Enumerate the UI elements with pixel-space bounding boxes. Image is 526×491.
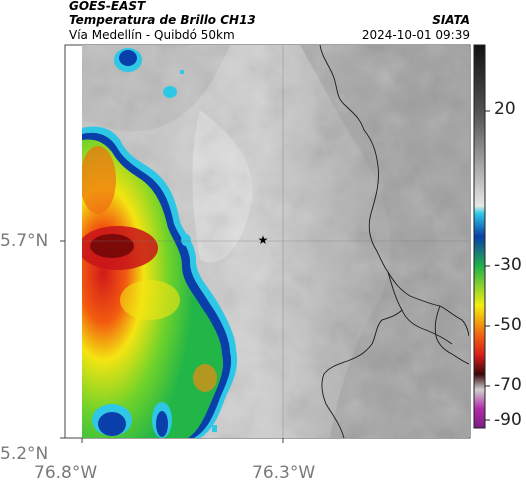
colorbar-tick-minus70: -70 [494,375,522,395]
product-title: Temperatura de Brillo CH13 [69,13,256,27]
colorbar [473,44,486,429]
colorbar-tick-minus30: -30 [494,255,522,275]
admin-boundary [319,45,469,337]
organization-label: SIATA [432,13,470,27]
timestamp-label: 2024-10-01 09:39 [361,28,470,42]
lat-label-5-7: 5.7°N [0,231,49,251]
lat-label-5-2: 5.2°N [0,444,49,464]
colorbar-tick-20: 20 [494,99,516,119]
colorbar-tick-minus90: -90 [494,410,522,430]
route-subtitle: Vía Medellín - Quibdó 50km [69,28,235,42]
lon-label-76-8: 76.8°W [34,463,98,483]
brightness-temperature-field [82,45,469,438]
colorbar-tick-minus50: -50 [494,315,522,335]
star-icon: ★ [258,233,269,247]
lon-label-76-3: 76.3°W [252,463,316,483]
satellite-title: GOES-EAST [69,0,146,13]
